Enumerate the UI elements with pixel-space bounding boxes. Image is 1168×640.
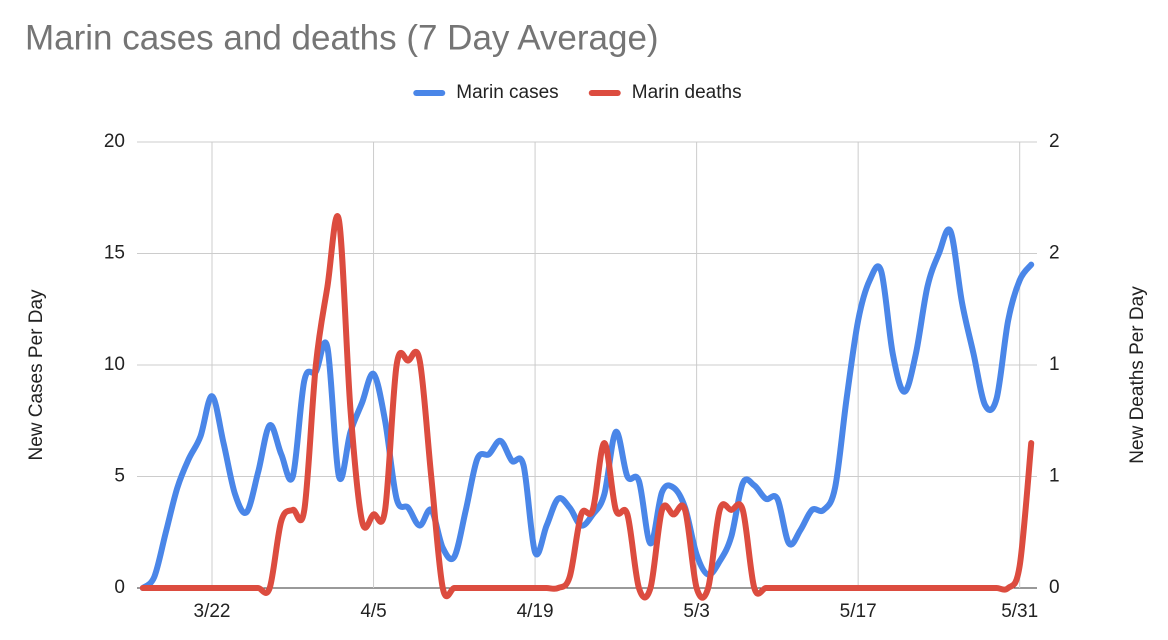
chart-title: Marin cases and deaths (7 Day Average) (25, 18, 659, 57)
y-tick-label: 20 (104, 131, 125, 152)
y-tick-label: 0 (114, 577, 125, 598)
y2-tick-label: 2 (1049, 131, 1060, 152)
y2-tick-label: 2 (1049, 243, 1060, 264)
x-tick-label: 3/22 (194, 601, 231, 622)
x-tick-label: 4/19 (517, 601, 554, 622)
x-tick-label: 5/3 (683, 601, 709, 622)
y-tick-label: 5 (114, 466, 125, 487)
y-tick-label: 15 (104, 243, 125, 264)
line (139, 213, 1035, 601)
x-tick-label: 5/31 (1001, 601, 1038, 622)
y-tick-label: 10 (104, 354, 125, 375)
legend-label: Marin cases (456, 82, 558, 103)
x-tick-label: 5/17 (840, 601, 877, 622)
y2-tick-label: 1 (1049, 354, 1060, 375)
legend-label: Marin deaths (632, 82, 742, 103)
y-axis-label: New Cases Per Day (26, 289, 47, 461)
y2-tick-label: 0 (1049, 577, 1060, 598)
y2-tick-label: 1 (1049, 466, 1060, 487)
y2-axis-label: New Deaths Per Day (1127, 286, 1148, 464)
x-tick-label: 4/5 (360, 601, 386, 622)
line (139, 226, 1035, 591)
